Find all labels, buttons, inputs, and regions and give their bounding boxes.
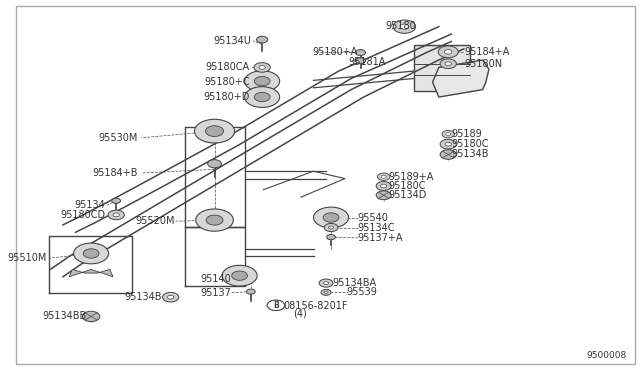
Circle shape [205, 126, 223, 137]
Polygon shape [433, 60, 489, 97]
Circle shape [328, 226, 333, 229]
Text: 95137+A: 95137+A [357, 233, 403, 243]
Circle shape [438, 46, 458, 58]
Polygon shape [69, 269, 113, 277]
Text: 95520M: 95520M [135, 216, 175, 226]
Text: 95530M: 95530M [99, 133, 138, 143]
Text: 95180+C: 95180+C [204, 77, 250, 87]
Circle shape [207, 160, 221, 168]
Text: 95184+A: 95184+A [464, 47, 509, 57]
Circle shape [376, 191, 391, 200]
Circle shape [440, 139, 456, 149]
Circle shape [324, 224, 338, 232]
Circle shape [108, 210, 124, 220]
Text: 95134: 95134 [75, 200, 106, 210]
Circle shape [254, 62, 270, 72]
Text: 95510M: 95510M [8, 253, 47, 263]
Circle shape [444, 49, 452, 54]
Circle shape [445, 133, 451, 136]
Circle shape [440, 150, 456, 159]
Circle shape [254, 77, 270, 86]
Circle shape [246, 289, 255, 294]
Text: 95184+B: 95184+B [93, 168, 138, 178]
Circle shape [326, 235, 335, 240]
Text: 95134BA: 95134BA [332, 278, 376, 288]
Circle shape [259, 65, 265, 69]
Text: 95180+D: 95180+D [204, 92, 250, 102]
Text: 95189+A: 95189+A [388, 172, 434, 182]
Circle shape [267, 300, 285, 311]
Circle shape [319, 279, 333, 287]
Text: 95180C: 95180C [388, 181, 426, 191]
Text: 95134D: 95134D [388, 190, 427, 200]
Text: 95134C: 95134C [357, 222, 395, 232]
Circle shape [355, 58, 365, 64]
Circle shape [381, 184, 387, 188]
Circle shape [232, 271, 248, 280]
Circle shape [257, 36, 268, 43]
Circle shape [378, 173, 390, 180]
Text: 95137: 95137 [200, 288, 231, 298]
Text: 95180CD: 95180CD [60, 210, 106, 220]
Circle shape [324, 282, 328, 285]
Circle shape [445, 142, 451, 146]
Text: 95134B: 95134B [124, 292, 162, 302]
Circle shape [244, 71, 280, 92]
Circle shape [381, 175, 386, 178]
Circle shape [393, 20, 415, 33]
Circle shape [445, 62, 451, 65]
Text: 95134B: 95134B [451, 150, 489, 160]
Circle shape [168, 295, 174, 299]
Text: (4): (4) [294, 309, 307, 319]
Text: 95180: 95180 [385, 21, 416, 31]
Circle shape [74, 243, 109, 264]
Circle shape [321, 289, 331, 295]
Text: 95181A: 95181A [348, 57, 385, 67]
Text: 95180N: 95180N [464, 59, 502, 69]
Circle shape [254, 92, 270, 102]
Circle shape [112, 198, 120, 203]
Text: 95134U: 95134U [213, 36, 251, 46]
Text: 95540: 95540 [357, 212, 388, 222]
Circle shape [222, 265, 257, 286]
Polygon shape [413, 45, 470, 92]
Circle shape [83, 311, 100, 322]
Text: 95134BB: 95134BB [42, 311, 86, 321]
Circle shape [376, 182, 391, 190]
Circle shape [314, 207, 349, 228]
Circle shape [195, 119, 235, 143]
Text: 95189: 95189 [451, 129, 482, 139]
Text: B: B [273, 301, 279, 310]
Text: 95180+A: 95180+A [312, 47, 358, 57]
Circle shape [355, 49, 365, 55]
Circle shape [440, 59, 456, 68]
Circle shape [196, 209, 234, 231]
Text: 95180CA: 95180CA [205, 62, 250, 73]
Circle shape [323, 213, 339, 222]
Text: 95539: 95539 [346, 287, 377, 297]
Circle shape [163, 292, 179, 302]
Text: 95180C: 95180C [451, 139, 489, 149]
Text: 9500008: 9500008 [586, 351, 627, 360]
Circle shape [206, 215, 223, 225]
Circle shape [273, 304, 279, 307]
Circle shape [113, 213, 119, 217]
Circle shape [400, 24, 409, 29]
Circle shape [324, 291, 328, 294]
Circle shape [83, 249, 99, 258]
Text: 08156-8201F: 08156-8201F [284, 301, 348, 311]
Text: 95140: 95140 [200, 275, 231, 284]
Circle shape [442, 131, 454, 138]
Circle shape [244, 87, 280, 108]
Circle shape [267, 300, 285, 311]
